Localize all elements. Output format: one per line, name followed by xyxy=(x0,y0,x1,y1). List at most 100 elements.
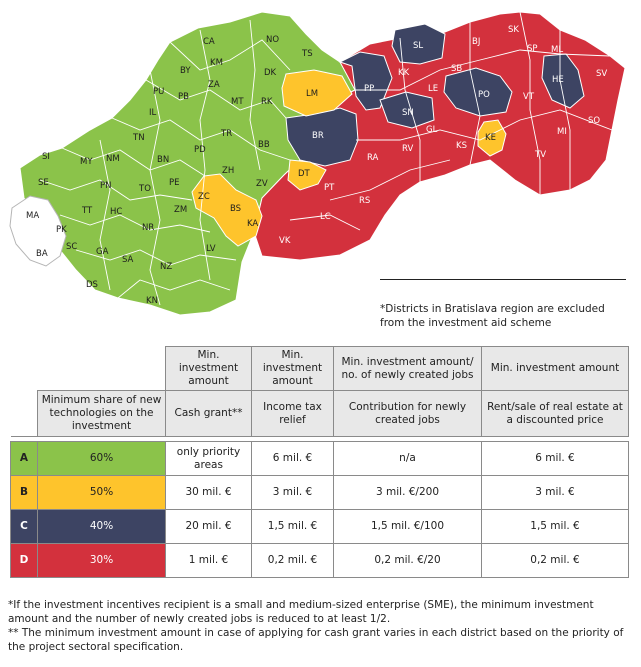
header-jobs: Min. investment amount/ no. of newly cre… xyxy=(333,346,482,391)
svg-text:KN: KN xyxy=(146,296,158,306)
svg-text:TT: TT xyxy=(81,206,93,216)
svg-text:NR: NR xyxy=(142,223,154,233)
svg-text:LV: LV xyxy=(206,244,216,254)
row-tax: 6 mil. € xyxy=(251,441,334,476)
svg-text:LE: LE xyxy=(428,84,438,94)
header-row-1: Min. investment amount Min. investment a… xyxy=(11,346,629,391)
slovakia-district-map: CA NO TS KM BY DK ZA PU PB MT RK IL TN TR BB SI MY N… xyxy=(9,11,626,316)
note-line-2: from the investment aid scheme xyxy=(380,317,552,329)
svg-text:KK: KK xyxy=(398,68,410,78)
district-po xyxy=(443,67,513,117)
row-rent: 3 mil. € xyxy=(481,475,629,510)
svg-text:KA: KA xyxy=(247,219,258,229)
row-rent: 0,2 mil. € xyxy=(481,543,629,578)
note-divider xyxy=(380,279,626,280)
svg-text:HE: HE xyxy=(552,75,564,85)
district-pp xyxy=(338,51,393,111)
svg-text:RA: RA xyxy=(367,153,379,163)
note-line-1: *Districts in Bratislava region are excl… xyxy=(380,303,605,315)
svg-text:TO: TO xyxy=(138,184,151,194)
header-rent: Min. investment amount xyxy=(481,346,629,391)
svg-text:SP: SP xyxy=(527,44,538,54)
subheader-rent: Rent/sale of real estate at a discounted… xyxy=(481,390,629,437)
svg-text:HC: HC xyxy=(110,207,122,217)
svg-text:BN: BN xyxy=(157,155,169,165)
district-zc-bs-ka xyxy=(191,173,263,247)
svg-text:PT: PT xyxy=(324,183,335,193)
svg-text:TV: TV xyxy=(534,150,546,160)
svg-text:SC: SC xyxy=(66,242,77,252)
district-borders xyxy=(39,11,613,306)
svg-text:MA: MA xyxy=(26,211,39,221)
row-tax: 3 mil. € xyxy=(251,475,334,510)
footnotes: *If the investment incentives recipient … xyxy=(8,598,636,654)
svg-text:NM: NM xyxy=(106,154,120,164)
row-letter: A xyxy=(10,441,38,476)
svg-text:KE: KE xyxy=(485,133,496,143)
svg-text:SB: SB xyxy=(451,64,462,74)
svg-text:BB: BB xyxy=(258,140,270,150)
row-tax: 0,2 mil. € xyxy=(251,543,334,578)
row-cash: 1 mil. € xyxy=(165,543,252,578)
svg-text:BR: BR xyxy=(312,131,324,141)
row-b: B 50% 30 mil. € 3 mil. € 3 mil. €/200 3 … xyxy=(10,475,629,510)
svg-text:BY: BY xyxy=(180,66,191,76)
svg-text:DK: DK xyxy=(264,68,277,78)
svg-text:SO: SO xyxy=(588,116,600,126)
header-cash: Min. investment amount xyxy=(165,346,252,391)
svg-text:BA: BA xyxy=(36,249,48,259)
svg-text:NO: NO xyxy=(266,35,279,45)
svg-text:ZV: ZV xyxy=(256,179,268,189)
row-share: 60% xyxy=(37,441,166,476)
subheader-jobs: Contribution for newly created jobs xyxy=(333,390,482,437)
svg-text:PD: PD xyxy=(194,145,206,155)
svg-text:IL: IL xyxy=(149,108,157,118)
svg-text:MY: MY xyxy=(80,157,93,167)
svg-text:SA: SA xyxy=(122,255,134,265)
svg-text:PN: PN xyxy=(100,181,111,191)
row-tax: 1,5 mil. € xyxy=(251,509,334,544)
svg-text:ZC: ZC xyxy=(198,192,210,202)
district-ke xyxy=(477,119,507,157)
svg-text:PK: PK xyxy=(56,225,67,235)
row-jobs: 3 mil. €/200 xyxy=(333,475,482,510)
svg-text:DS: DS xyxy=(86,280,98,290)
svg-text:BJ: BJ xyxy=(472,37,480,47)
header-row-2: Minimum share of new technologies on the… xyxy=(11,390,629,437)
row-share: 50% xyxy=(37,475,166,510)
svg-text:VT: VT xyxy=(523,92,535,102)
district-sl xyxy=(391,23,446,65)
svg-text:CA: CA xyxy=(203,37,215,47)
row-rent: 6 mil. € xyxy=(481,441,629,476)
svg-text:GL: GL xyxy=(426,125,438,135)
row-cash: only priority areas xyxy=(165,441,252,476)
svg-text:RK: RK xyxy=(261,97,273,107)
district-dt xyxy=(287,159,327,191)
district-labels: CA NO TS KM BY DK ZA PU PB MT RK IL TN TR BB SI MY N… xyxy=(26,25,607,306)
svg-text:ZM: ZM xyxy=(174,205,187,215)
row-a: A 60% only priority areas 6 mil. € n/a 6… xyxy=(10,441,629,476)
footnote-sme: *If the investment incentives recipient … xyxy=(8,599,594,625)
svg-text:PP: PP xyxy=(364,84,374,94)
row-jobs: n/a xyxy=(333,441,482,476)
svg-text:TS: TS xyxy=(301,49,313,59)
subheader-tax: Income tax relief xyxy=(251,390,334,437)
investment-aid-table: Min. investment amount Min. investment a… xyxy=(10,346,629,578)
svg-text:LC: LC xyxy=(320,212,331,222)
svg-text:KS: KS xyxy=(456,141,467,151)
svg-text:SI: SI xyxy=(42,152,50,162)
row-jobs: 0,2 mil. €/20 xyxy=(333,543,482,578)
row-rent: 1,5 mil. € xyxy=(481,509,629,544)
svg-text:KM: KM xyxy=(210,58,223,68)
svg-text:ZA: ZA xyxy=(208,80,220,90)
footnote-cash-grant: ** The minimum investment amount in case… xyxy=(8,627,624,653)
svg-text:VK: VK xyxy=(279,236,291,246)
svg-text:PE: PE xyxy=(169,178,180,188)
svg-text:TR: TR xyxy=(220,129,232,139)
svg-text:SN: SN xyxy=(402,108,414,118)
row-cash: 30 mil. € xyxy=(165,475,252,510)
row-d: D 30% 1 mil. € 0,2 mil. € 0,2 mil. €/20 … xyxy=(10,543,629,578)
map-note: *Districts in Bratislava region are excl… xyxy=(380,302,630,330)
subheader-cash: Cash grant** xyxy=(165,390,252,437)
district-excluded-bratislava xyxy=(9,195,67,267)
